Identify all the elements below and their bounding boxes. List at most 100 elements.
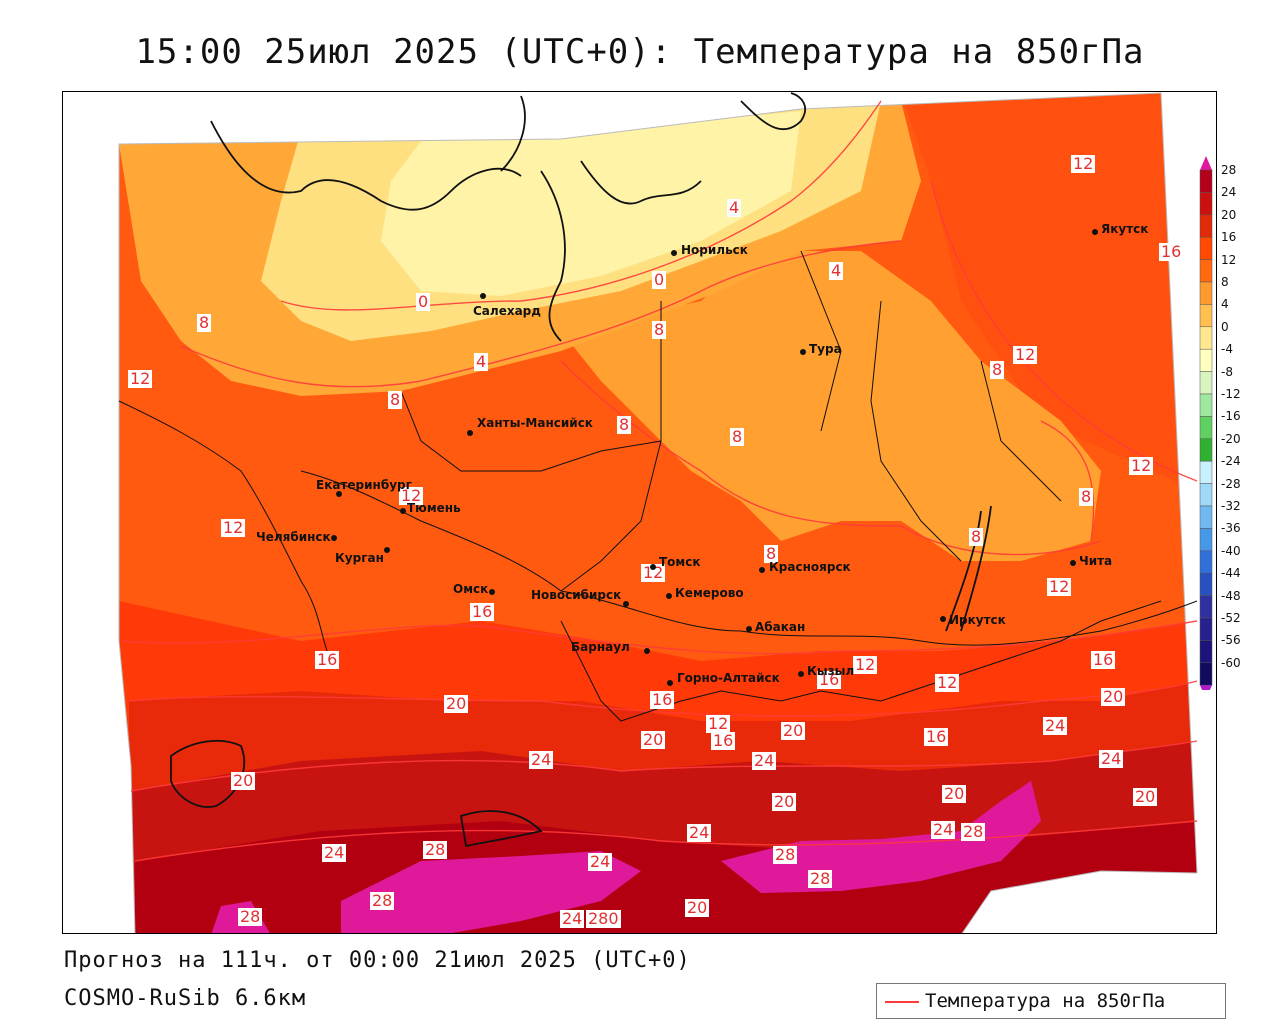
contour-label: 24 [529, 750, 554, 769]
colorbar-tick-label: -16 [1221, 409, 1241, 424]
city-label: Барнаул [571, 640, 630, 654]
colorbar-tick-label: -12 [1221, 387, 1241, 401]
city-marker [650, 564, 656, 570]
legend-label: Температура на 850гПа [925, 990, 1166, 1012]
contour-label: 28 [773, 845, 798, 864]
contour-label: 8 [1079, 487, 1094, 506]
contour-label: 24 [322, 843, 347, 862]
colorbar-tick-label: -48 [1221, 588, 1241, 603]
contour-label: 16 [817, 670, 842, 689]
contour-label: 12 [1047, 577, 1072, 596]
city-label: Норильск [681, 243, 748, 257]
colorbar-tick-label: 16 [1221, 230, 1237, 245]
colorbar-tick-label: 24 [1221, 185, 1237, 200]
city-label: Томск [659, 555, 701, 569]
city-marker [667, 680, 673, 686]
contour-label: 20 [942, 784, 967, 803]
city-label: Екатеринбург [316, 478, 412, 492]
contour-label: 20 [641, 730, 666, 749]
city-marker [400, 508, 406, 514]
colorbar-swatch [1199, 640, 1213, 664]
contour-label: 12 [706, 714, 731, 733]
colorbar-swatch [1199, 505, 1213, 529]
contour-label: 4 [829, 261, 844, 280]
contour-label: 16 [650, 690, 675, 709]
contour-label: 8 [764, 544, 779, 563]
city-marker [480, 293, 486, 299]
colorbar-swatch [1199, 438, 1213, 462]
city-label: Салехард [473, 304, 541, 318]
contour-label: 8 [990, 360, 1005, 379]
city-label: Якутск [1101, 222, 1149, 236]
contour-label: 28 [808, 869, 833, 888]
city-marker [746, 626, 752, 632]
contour-label: 28 [238, 907, 263, 926]
contour-label: 16 [1159, 242, 1184, 261]
city-marker [940, 616, 946, 622]
city-marker [623, 601, 629, 607]
contour-label: 24 [560, 909, 585, 928]
colorbar-swatch [1199, 460, 1213, 484]
city-marker [1092, 229, 1098, 235]
colorbar-tick-label: -36 [1221, 521, 1241, 536]
city-label: Курган [335, 551, 384, 565]
colorbar-swatch [1199, 371, 1213, 395]
contour-label: 8 [652, 320, 667, 339]
temperature-field [118, 92, 1198, 933]
contour-label: 20 [444, 694, 469, 713]
colorbar-tick-label: 28 [1221, 163, 1237, 177]
forecast-info: Прогноз на 111ч. от 00:00 21июл 2025 (UT… [64, 948, 691, 973]
colorbar-tick-label: -60 [1221, 655, 1241, 670]
city-label: Кызыл [807, 664, 855, 678]
city-label: Тюмень [407, 501, 461, 515]
contour-label: 16 [924, 727, 949, 746]
city-label: Горно-Алтайск [677, 671, 780, 685]
colorbar-swatch [1199, 259, 1213, 283]
colorbar-swatch [1199, 572, 1213, 596]
colorbar [1199, 156, 1213, 690]
city-marker [800, 349, 806, 355]
contour-label: 12 [1071, 154, 1096, 173]
colorbar-swatch [1199, 304, 1213, 328]
colorbar-tick-label: -24 [1221, 454, 1241, 469]
contour-label: 8 [197, 313, 212, 332]
city-marker [798, 671, 804, 677]
colorbar-tick-label: 20 [1221, 207, 1237, 222]
temperature-map: 12 4 16 0 4 0 8 8 12 4 8 12 8 8 8 12 12 8 12 8 8 12 12 16 16 16 12… [62, 91, 1217, 934]
contour-label: 24 [752, 751, 777, 770]
contour-label: 24 [931, 820, 956, 839]
contour-label: 280 [586, 909, 621, 928]
colorbar-swatch [1199, 393, 1213, 417]
colorbar-swatch [1199, 169, 1213, 193]
contour-label: 20 [685, 898, 710, 917]
colorbar-swatch [1199, 550, 1213, 574]
contour-label: 16 [315, 650, 340, 669]
contour-label: 8 [388, 390, 403, 409]
city-label: Кемерово [675, 586, 744, 600]
colorbar-swatch [1199, 192, 1213, 216]
contour-label: 4 [727, 198, 742, 217]
colorbar-swatch [1199, 236, 1213, 260]
colorbar-swatch [1199, 326, 1213, 350]
contour-label: 12 [1013, 345, 1038, 364]
city-marker [331, 535, 337, 541]
contour-label: 12 [1129, 456, 1154, 475]
contour-label: 12 [399, 486, 424, 505]
colorbar-swatch [1199, 662, 1213, 686]
city-marker [671, 250, 677, 256]
city-label: Омск [453, 582, 489, 596]
city-marker [644, 648, 650, 654]
contour-label: 20 [781, 721, 806, 740]
contour-label: 24 [1099, 749, 1124, 768]
colorbar-tick-label: -40 [1221, 543, 1241, 558]
colorbar-swatch [1199, 214, 1213, 238]
colorbar-tick-label: 12 [1221, 252, 1237, 267]
city-label: Тура [809, 342, 842, 356]
contour-label: 8 [730, 427, 745, 446]
city-marker [384, 547, 390, 553]
colorbar-swatch [1199, 348, 1213, 372]
contour-label: 24 [588, 852, 613, 871]
colorbar-tick-label: -4 [1221, 342, 1233, 357]
contour-label: 0 [416, 292, 431, 311]
city-marker [467, 430, 473, 436]
